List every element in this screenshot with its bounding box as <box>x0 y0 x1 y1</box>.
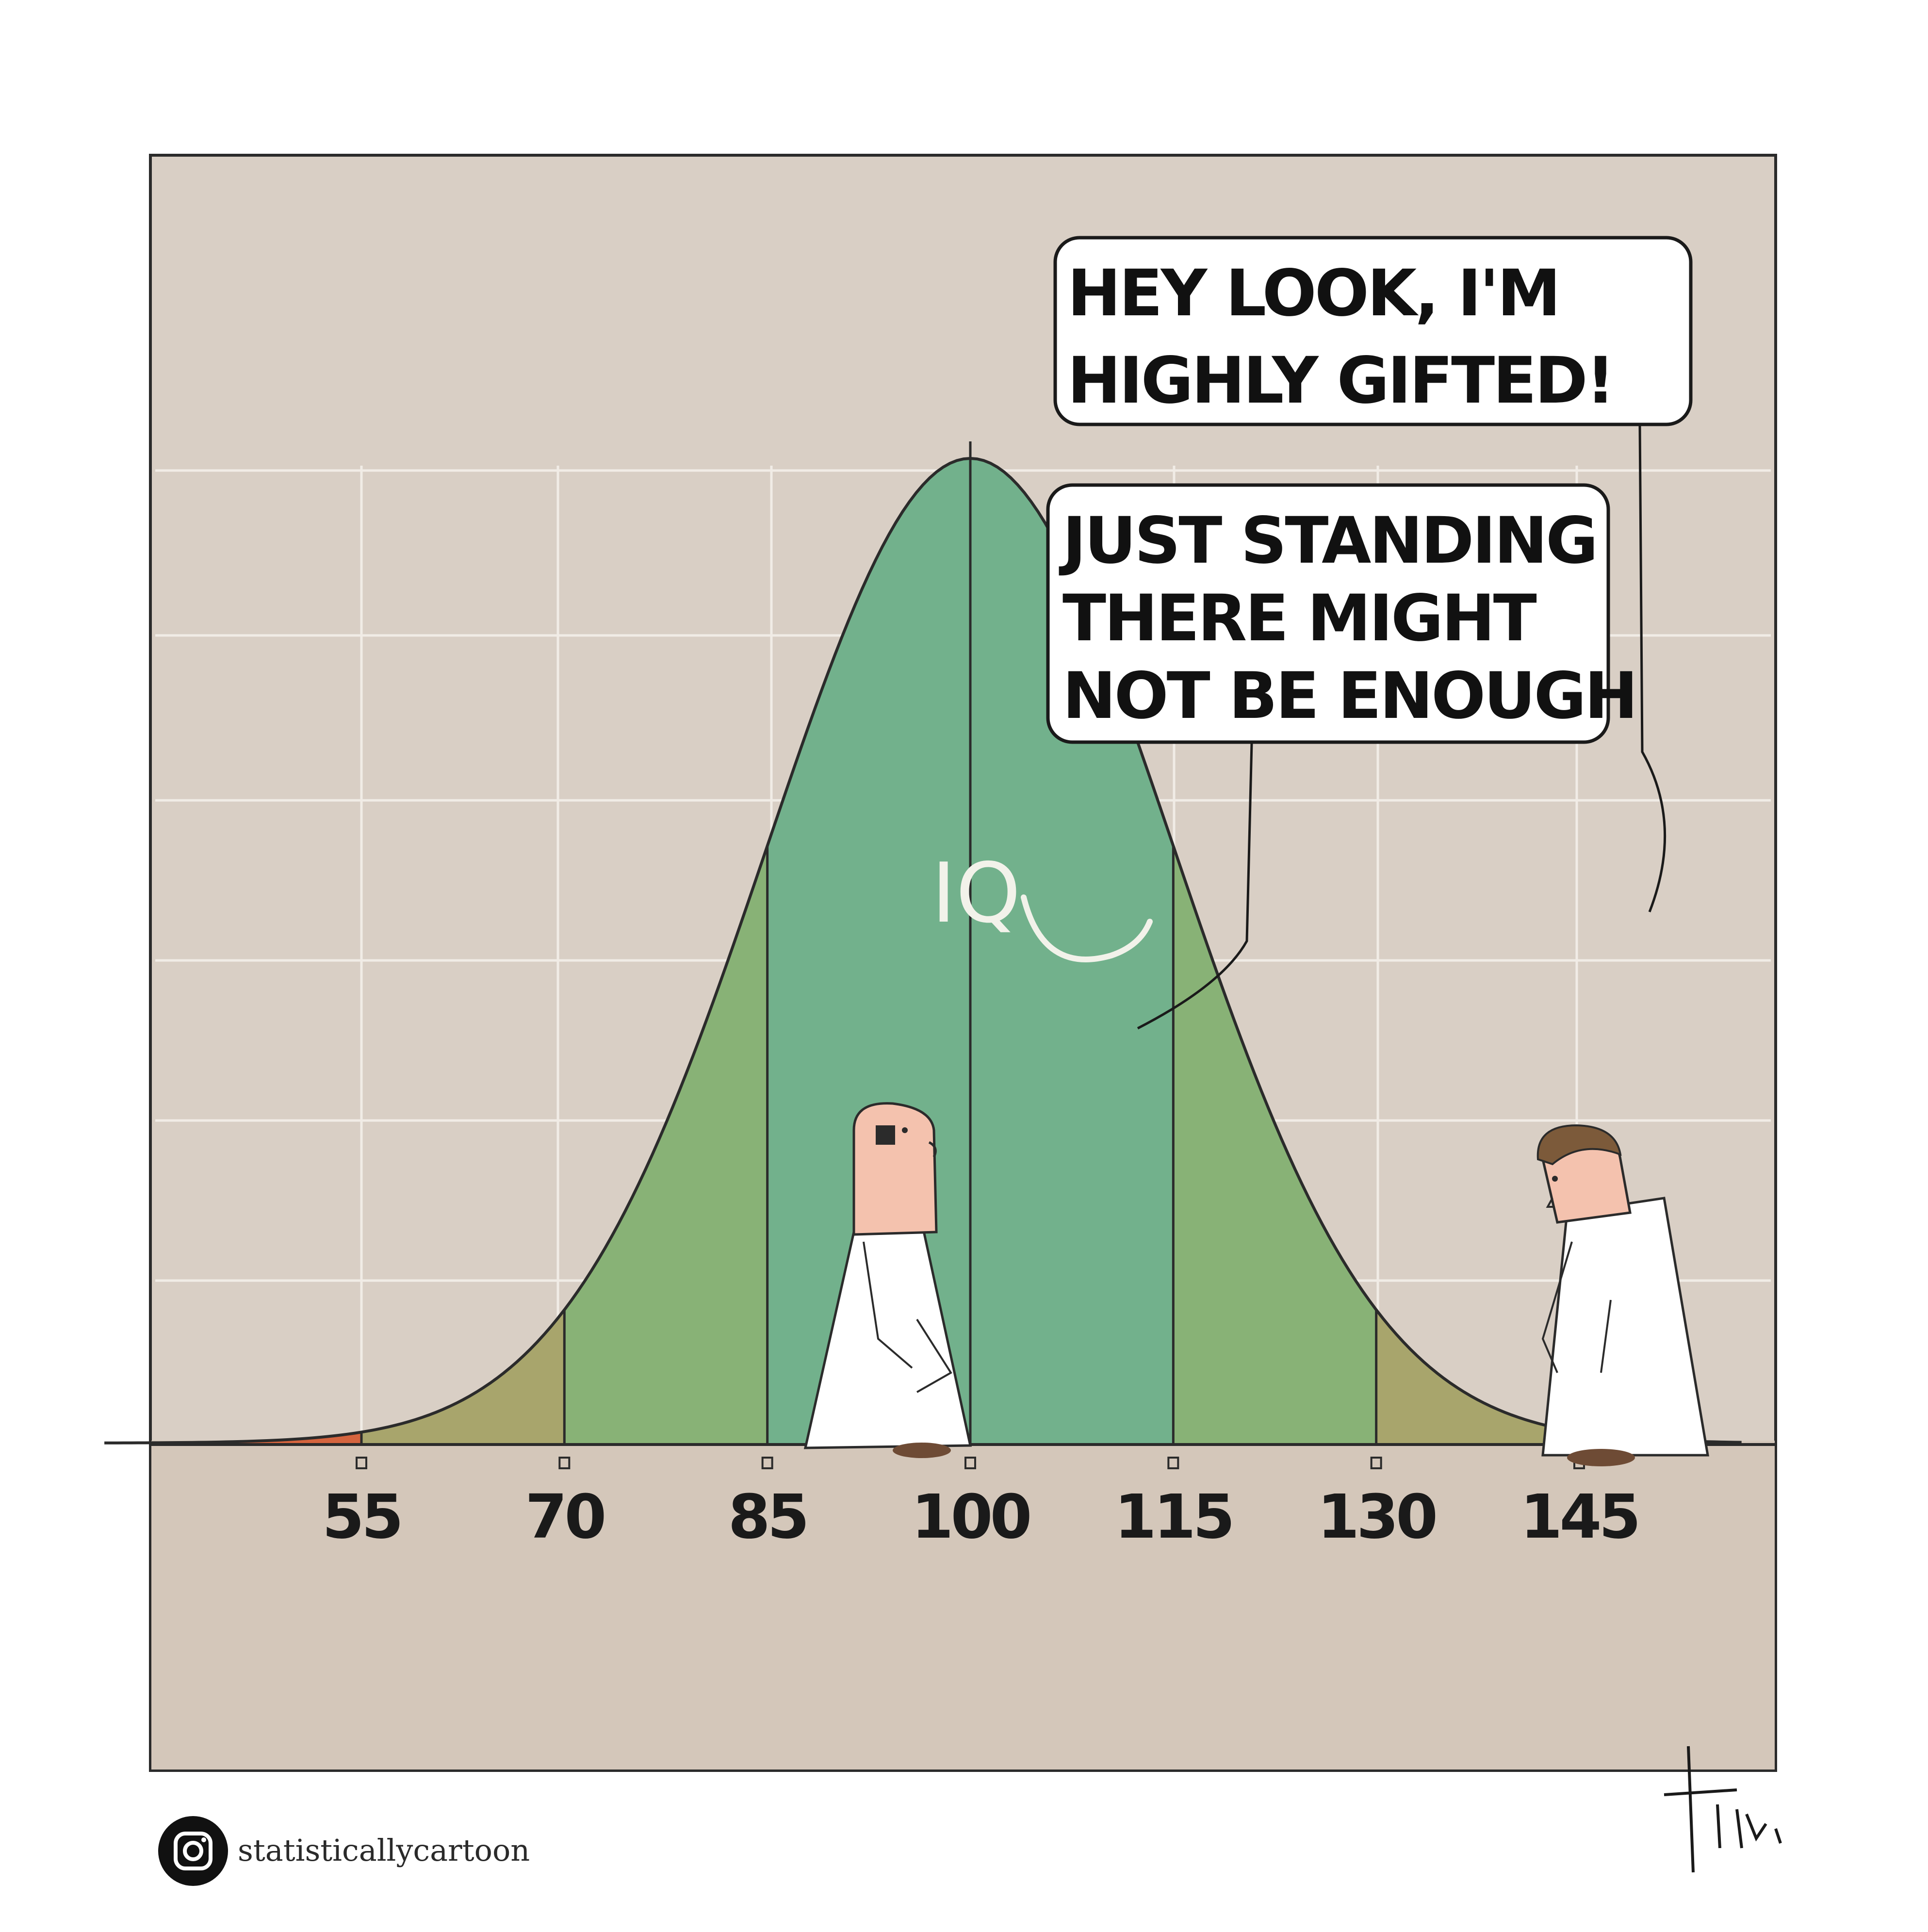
curve-label-flourish <box>1021 894 1153 962</box>
curve-band-4 <box>1376 1310 1579 1443</box>
bubble-bottom-line-1: JUST STANDING <box>1059 503 1596 578</box>
tick-mark-55 <box>356 1457 367 1469</box>
tick-label-145: 145 <box>1520 1482 1638 1552</box>
social-handle: statisticallycartoon <box>238 1833 530 1868</box>
panel-floor <box>151 1441 1775 1770</box>
bubble-bottom-line-3: NOT BE ENOUGH <box>1062 659 1636 733</box>
artist-signature <box>1664 1746 1782 1873</box>
bubble-bottom-line-2: THERE MIGHT <box>1062 581 1537 656</box>
tick-mark-70 <box>558 1457 571 1469</box>
speech-bubble-top: HEY LOOK, I'M HIGHLY GIFTED! <box>1053 236 1693 912</box>
tick-label-115: 115 <box>1114 1482 1232 1552</box>
tick-label-55: 55 <box>322 1482 401 1552</box>
tick-label-85: 85 <box>728 1482 807 1552</box>
x-axis-ticks: 55 70 85 100 115 130 145 <box>322 1457 1641 1552</box>
curve-label: IQ <box>931 845 1021 942</box>
band-dividers <box>360 441 1581 1443</box>
bell-curve-outline <box>104 456 1742 1445</box>
scientist-left <box>803 1102 972 1458</box>
speech-bubble-bottom: JUST STANDING THERE MIGHT NOT BE ENOUGH <box>1046 483 1638 1030</box>
social-credit: statisticallycartoon <box>158 1816 530 1886</box>
tick-label-100: 100 <box>912 1482 1029 1552</box>
tick-mark-130 <box>1370 1457 1382 1469</box>
tick-mark-100 <box>964 1457 976 1469</box>
bubble-top-line-2: HIGHLY GIFTED! <box>1067 343 1613 418</box>
scientist-right <box>1536 1124 1709 1466</box>
tick-label-130: 130 <box>1317 1482 1435 1552</box>
tick-mark-85 <box>761 1457 773 1469</box>
instagram-icon <box>158 1816 228 1886</box>
tick-mark-115 <box>1167 1457 1179 1469</box>
curve-band-3 <box>361 1310 565 1443</box>
tick-label-70: 70 <box>525 1482 604 1552</box>
bubble-top-line-1: HEY LOOK, I'M <box>1067 256 1559 331</box>
